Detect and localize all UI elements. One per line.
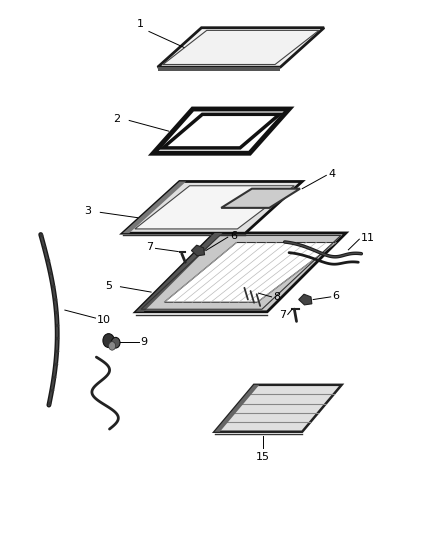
Text: 1: 1 xyxy=(137,19,144,29)
Polygon shape xyxy=(123,181,186,233)
Polygon shape xyxy=(136,233,223,312)
Polygon shape xyxy=(135,186,294,229)
Polygon shape xyxy=(158,28,324,67)
Text: 8: 8 xyxy=(273,293,280,302)
Polygon shape xyxy=(123,181,302,233)
Text: 15: 15 xyxy=(256,452,270,462)
Text: 5: 5 xyxy=(105,281,112,290)
Polygon shape xyxy=(215,385,259,432)
Polygon shape xyxy=(299,294,312,305)
Text: 2: 2 xyxy=(113,115,120,124)
Polygon shape xyxy=(158,67,280,71)
Circle shape xyxy=(103,334,114,348)
Polygon shape xyxy=(215,385,342,432)
Text: 7: 7 xyxy=(146,243,153,252)
Polygon shape xyxy=(153,109,289,154)
Circle shape xyxy=(111,337,120,348)
Text: 11: 11 xyxy=(360,232,374,243)
Text: 4: 4 xyxy=(328,169,336,179)
Text: 6: 6 xyxy=(230,231,237,240)
Text: 9: 9 xyxy=(141,337,148,346)
Text: 3: 3 xyxy=(85,206,92,216)
Text: 6: 6 xyxy=(332,292,339,301)
Polygon shape xyxy=(164,243,336,302)
Polygon shape xyxy=(163,115,279,148)
Polygon shape xyxy=(221,189,300,208)
Circle shape xyxy=(109,342,116,350)
Text: 10: 10 xyxy=(96,314,110,325)
Text: 7: 7 xyxy=(279,310,286,320)
Polygon shape xyxy=(191,245,205,256)
Polygon shape xyxy=(136,233,346,312)
